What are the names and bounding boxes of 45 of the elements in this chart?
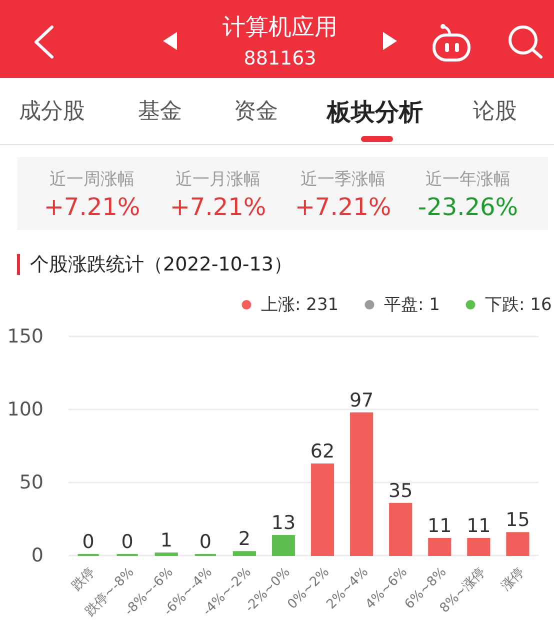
bar bbox=[310, 463, 334, 556]
text: 881163 bbox=[244, 48, 316, 70]
x-tick-label: 跌停 bbox=[69, 564, 98, 594]
text: 基金 bbox=[138, 99, 182, 124]
y-tick-label: 0 bbox=[31, 544, 44, 566]
text: +7.21% bbox=[44, 193, 140, 221]
y-tick-label: 100 bbox=[7, 398, 44, 420]
data-label: 11 bbox=[428, 514, 452, 537]
data-label: 1 bbox=[160, 530, 172, 552]
data-label: 62 bbox=[310, 440, 335, 462]
chart-title: 个股涨跌统计（2022-10-13） bbox=[30, 254, 292, 276]
data-label: 11 bbox=[466, 514, 491, 537]
bar bbox=[428, 538, 452, 556]
y-tick-label: 50 bbox=[19, 472, 44, 494]
bar bbox=[350, 412, 374, 556]
text: 近一年涨幅 bbox=[426, 170, 510, 190]
text: 近一月涨幅 bbox=[176, 170, 260, 190]
legend-label: 下跌: 16 bbox=[485, 294, 552, 315]
data-label: 0 bbox=[199, 531, 212, 553]
text: 资金 bbox=[234, 99, 278, 124]
x-tick-label: 涨停 bbox=[498, 564, 528, 594]
legend-label: 平盘: 1 bbox=[384, 294, 440, 315]
text: 近一周涨幅 bbox=[50, 170, 134, 190]
bar bbox=[232, 551, 256, 556]
legend-label: 上涨: 231 bbox=[261, 294, 339, 315]
bar bbox=[506, 532, 530, 556]
text: 近一季涨幅 bbox=[300, 170, 386, 190]
bar bbox=[389, 502, 412, 556]
text: +7.21% bbox=[170, 193, 266, 221]
data-label: 2 bbox=[238, 528, 250, 550]
text: 板块分析 bbox=[327, 98, 423, 126]
text: 论股 bbox=[473, 99, 517, 124]
bar bbox=[272, 535, 296, 556]
data-label: 35 bbox=[388, 480, 413, 502]
data-label: 13 bbox=[271, 512, 296, 534]
text: 计算机应用 bbox=[222, 14, 338, 40]
text: -23.26% bbox=[418, 193, 518, 221]
text: +7.21% bbox=[294, 193, 392, 221]
y-tick-label: 150 bbox=[7, 326, 44, 348]
data-label: 15 bbox=[506, 509, 530, 532]
data-label: 97 bbox=[349, 389, 374, 412]
data-label: 0 bbox=[82, 531, 94, 553]
text: 成分股 bbox=[19, 99, 85, 124]
bar bbox=[467, 538, 490, 556]
data-label: 0 bbox=[121, 531, 134, 553]
